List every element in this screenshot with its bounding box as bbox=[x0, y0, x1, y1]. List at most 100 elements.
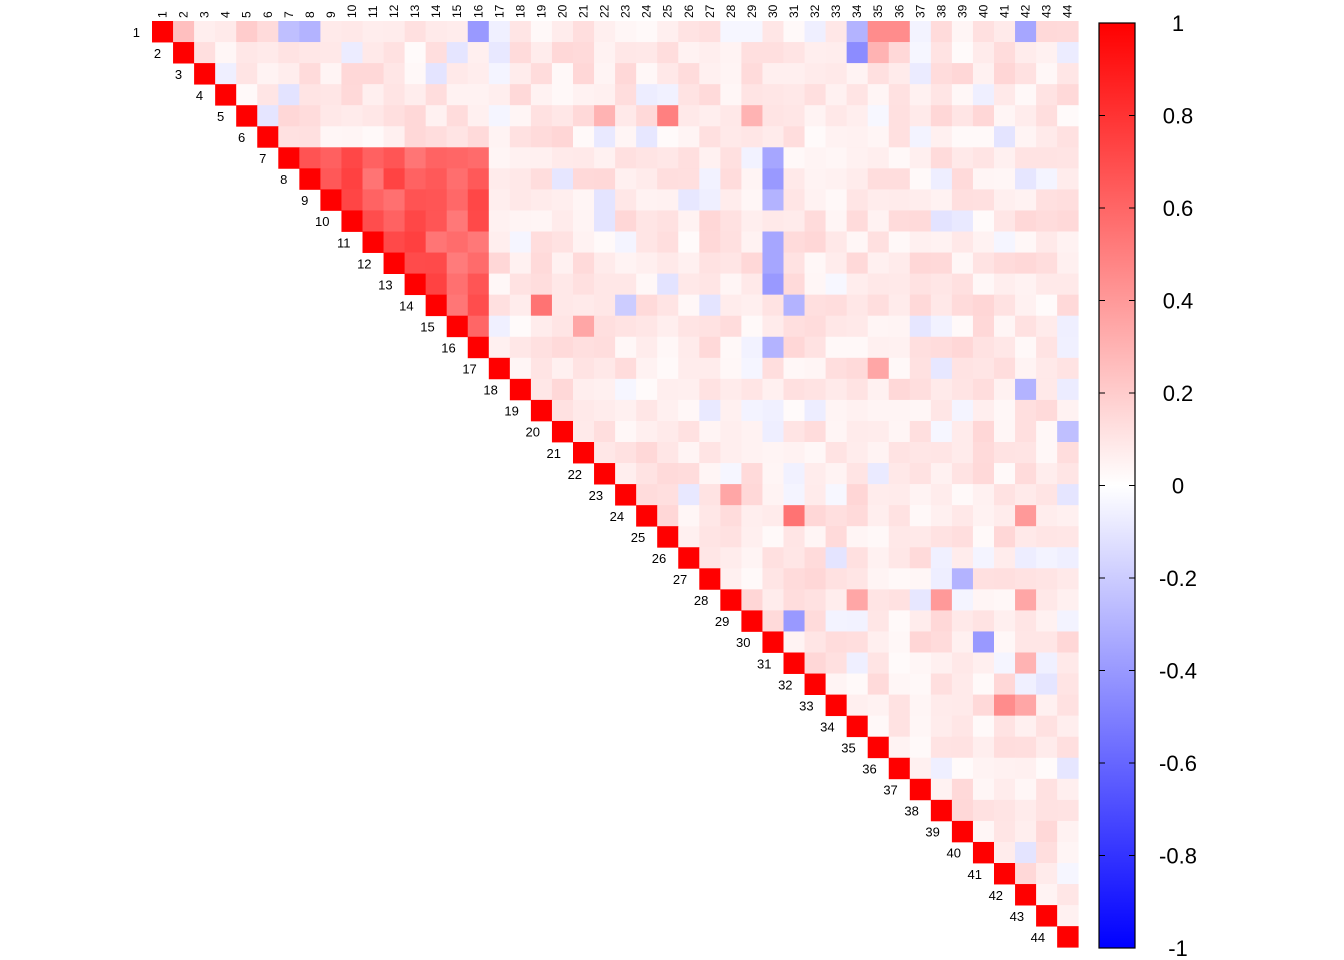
heatmap-cell bbox=[783, 589, 805, 611]
heatmap-cell bbox=[573, 105, 595, 127]
heatmap-cell bbox=[594, 463, 616, 485]
heatmap-cell bbox=[994, 631, 1016, 653]
heatmap-cell bbox=[951, 652, 974, 674]
heatmap-cell bbox=[930, 589, 953, 611]
heatmap-cell bbox=[825, 210, 848, 232]
heatmap-cell bbox=[804, 294, 826, 317]
heatmap-cell bbox=[909, 105, 932, 127]
heatmap-cell bbox=[530, 273, 553, 296]
heatmap-cell bbox=[509, 84, 532, 106]
heatmap-cell bbox=[951, 694, 974, 717]
heatmap-cell bbox=[299, 42, 321, 64]
heatmap-cell bbox=[404, 105, 427, 127]
heatmap-cell bbox=[741, 568, 763, 590]
heatmap-cell bbox=[846, 673, 869, 695]
heatmap-cell bbox=[888, 631, 911, 653]
column-label: 4 bbox=[219, 11, 233, 18]
heatmap-cell bbox=[846, 210, 869, 232]
row-label: 12 bbox=[357, 256, 371, 271]
heatmap-cell bbox=[615, 21, 637, 43]
heatmap-cell bbox=[825, 168, 848, 190]
heatmap-cell bbox=[615, 378, 637, 401]
heatmap-cell bbox=[951, 820, 974, 843]
heatmap-cell bbox=[741, 399, 763, 422]
heatmap-cell bbox=[699, 378, 721, 401]
row-label: 19 bbox=[504, 404, 518, 419]
heatmap-cell bbox=[783, 42, 805, 64]
heatmap-cell bbox=[657, 336, 679, 359]
heatmap-cell bbox=[930, 757, 953, 780]
heatmap-cell bbox=[278, 84, 300, 106]
heatmap-cell bbox=[425, 231, 448, 253]
heatmap-cell bbox=[972, 357, 995, 380]
column-label: 10 bbox=[345, 4, 359, 18]
heatmap-cell bbox=[909, 778, 932, 801]
row-label: 10 bbox=[315, 214, 329, 229]
heatmap-cell bbox=[867, 442, 890, 464]
heatmap-cell bbox=[804, 21, 826, 43]
heatmap-cell bbox=[1015, 589, 1037, 611]
heatmap-cell bbox=[951, 757, 974, 780]
heatmap-cell bbox=[257, 105, 279, 127]
heatmap-cell bbox=[909, 736, 932, 759]
heatmap-cell bbox=[615, 252, 637, 274]
heatmap-cell bbox=[741, 168, 763, 190]
heatmap-cell bbox=[720, 526, 742, 548]
heatmap-cell bbox=[657, 273, 679, 296]
row-label: 18 bbox=[483, 383, 497, 398]
heatmap-cell bbox=[867, 526, 890, 548]
heatmap-cell bbox=[1015, 105, 1037, 127]
heatmap-cell bbox=[804, 526, 826, 548]
heatmap-cell bbox=[404, 210, 427, 232]
heatmap-cell bbox=[762, 610, 784, 632]
heatmap-cell bbox=[825, 42, 848, 64]
heatmap-cell bbox=[846, 294, 869, 317]
heatmap-cell bbox=[594, 357, 616, 380]
heatmap-cell bbox=[320, 42, 342, 64]
heatmap-cell bbox=[846, 21, 869, 43]
heatmap-cell bbox=[762, 252, 784, 274]
heatmap-cell bbox=[930, 420, 953, 443]
heatmap-cell bbox=[888, 42, 911, 64]
column-label: 13 bbox=[408, 4, 422, 18]
heatmap-cell bbox=[615, 273, 637, 296]
heatmap-cell bbox=[783, 315, 805, 338]
heatmap-cell bbox=[678, 147, 700, 169]
heatmap-cell bbox=[720, 442, 742, 464]
heatmap-cell bbox=[994, 757, 1016, 780]
heatmap-cell bbox=[783, 168, 805, 190]
heatmap-cell bbox=[804, 420, 826, 443]
heatmap-cell bbox=[636, 231, 658, 253]
heatmap-cell bbox=[846, 189, 869, 211]
heatmap-cell bbox=[930, 231, 953, 253]
heatmap-cell bbox=[909, 357, 932, 380]
heatmap-cell bbox=[1036, 610, 1058, 632]
heatmap-cell bbox=[573, 126, 595, 148]
column-label: 42 bbox=[1019, 4, 1033, 18]
heatmap-cell bbox=[867, 610, 890, 632]
heatmap-cell bbox=[173, 42, 195, 64]
heatmap-cell bbox=[678, 399, 700, 422]
heatmap-cell bbox=[762, 547, 784, 569]
heatmap-cell bbox=[720, 63, 742, 85]
heatmap-cell bbox=[1057, 420, 1079, 443]
heatmap-cell bbox=[972, 231, 995, 253]
heatmap-cell bbox=[1036, 63, 1058, 85]
heatmap-cell bbox=[1015, 863, 1037, 885]
heatmap-cell bbox=[972, 378, 995, 401]
heatmap-cell bbox=[720, 357, 742, 380]
heatmap-cell bbox=[994, 357, 1016, 380]
column-label: 25 bbox=[661, 4, 675, 18]
heatmap-cell bbox=[994, 21, 1016, 43]
heatmap-cell bbox=[699, 84, 721, 106]
heatmap-cell bbox=[678, 463, 700, 485]
heatmap-cell bbox=[341, 42, 363, 64]
heatmap-cell bbox=[657, 84, 679, 106]
heatmap-cell bbox=[594, 273, 616, 296]
heatmap-cell bbox=[509, 189, 532, 211]
heatmap-cell bbox=[867, 168, 890, 190]
heatmap-cell bbox=[972, 420, 995, 443]
heatmap-cell bbox=[573, 378, 595, 401]
heatmap-cell bbox=[699, 189, 721, 211]
heatmap-cell bbox=[1015, 336, 1037, 359]
